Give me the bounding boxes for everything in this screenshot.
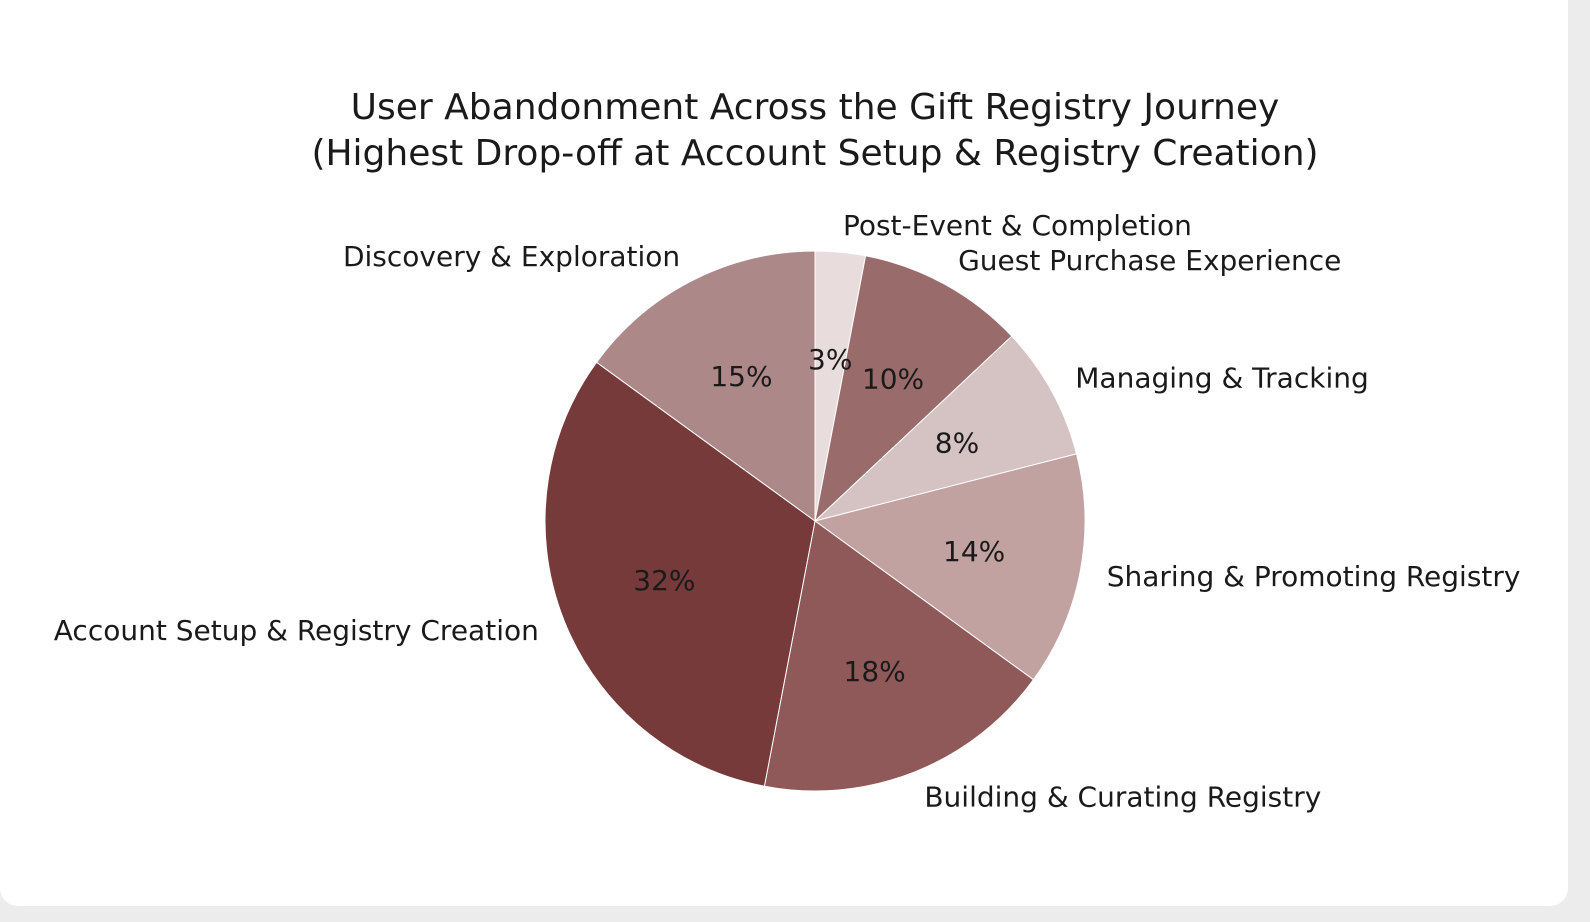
- pie-category-label: Building & Curating Registry: [924, 781, 1321, 814]
- pie-category-label: Account Setup & Registry Creation: [54, 614, 539, 647]
- pie-category-label: Discovery & Exploration: [343, 240, 680, 273]
- pie-percent-label: 3%: [808, 343, 852, 376]
- pie-chart: 3% Post-Event & Completion 10% Guest Purcha…: [54, 209, 1521, 814]
- pie-slice-managing-and-tracking: [814, 335, 1078, 522]
- pie-percent-label: 14%: [943, 535, 1005, 568]
- pie-slice-discovery-and-exploration: [595, 250, 816, 522]
- chart-card: User Abandonment Across the Gift Registr…: [0, 0, 1568, 906]
- pie-slice-sharing-and-promoting-registry: [813, 453, 1086, 681]
- pie-category-label: Sharing & Promoting Registry: [1107, 560, 1521, 593]
- pie-slice-building-and-curating-registry: [763, 520, 1035, 792]
- pie-category-label: Post-Event & Completion: [843, 209, 1192, 242]
- pie-slices: [544, 250, 1086, 792]
- pie-percent-label: 15%: [710, 360, 772, 393]
- pie-slice-guest-purchase-experience: [814, 255, 1013, 523]
- pie-percent-label: 8%: [935, 426, 979, 459]
- pie-percent-label: 10%: [862, 363, 924, 396]
- chart-title: User Abandonment Across the Gift Registr…: [350, 87, 1280, 128]
- pie-percent-label: 18%: [844, 655, 906, 688]
- pie-category-label: Managing & Tracking: [1075, 361, 1369, 394]
- pie-labels: 3% Post-Event & Completion 10% Guest Purcha…: [54, 209, 1521, 814]
- chart-subtitle: (Highest Drop-off at Account Setup & Reg…: [311, 133, 1319, 174]
- pie-category-label: Guest Purchase Experience: [958, 244, 1341, 277]
- pie-percent-label: 32%: [633, 564, 695, 597]
- pie-slice-account-setup-and-registry-creation: [544, 361, 816, 787]
